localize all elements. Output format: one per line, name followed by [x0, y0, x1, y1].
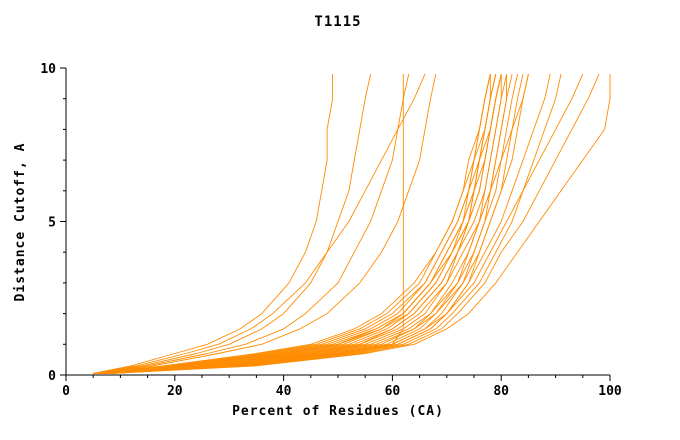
axes: 0 20 40 60 80 100 0 5 10 [40, 62, 622, 399]
chart-title: T1115 [314, 14, 361, 30]
tick-label: 20 [167, 384, 183, 399]
model-curve [98, 74, 491, 374]
model-curve [109, 73, 600, 374]
model-curve [109, 74, 611, 374]
tick-label: 0 [62, 384, 70, 399]
tick-label: 5 [48, 216, 56, 231]
model-curve [109, 74, 562, 374]
tick-label: 40 [276, 384, 292, 399]
tick-label: 100 [598, 384, 622, 399]
model-curve [93, 74, 491, 374]
tick-label: 80 [493, 384, 509, 399]
tick-label: 10 [40, 62, 56, 77]
model-curve [98, 74, 508, 374]
x-axis-label: Percent of Residues (CA) [232, 404, 444, 419]
model-curve [98, 74, 513, 374]
model-curve [104, 74, 551, 374]
model-curve [93, 74, 491, 374]
model-curve [104, 74, 518, 374]
model-curve [93, 74, 334, 374]
y-axis-label: Distance Cutoff, A [13, 143, 28, 302]
model-curve [93, 74, 497, 374]
model-curve [109, 74, 524, 374]
model-curve [93, 73, 426, 374]
model-curve [98, 74, 502, 374]
model-curve [104, 73, 584, 374]
model-curve [93, 74, 410, 374]
model-curve [104, 74, 529, 374]
model-curve [93, 74, 372, 374]
model-curve [93, 74, 497, 374]
model-curves [93, 73, 611, 374]
model-curve [98, 74, 437, 374]
model-curve [104, 74, 508, 374]
model-curve [109, 74, 404, 374]
tick-label: 0 [48, 369, 56, 384]
tick-label: 60 [385, 384, 401, 399]
model-curve [98, 74, 529, 374]
